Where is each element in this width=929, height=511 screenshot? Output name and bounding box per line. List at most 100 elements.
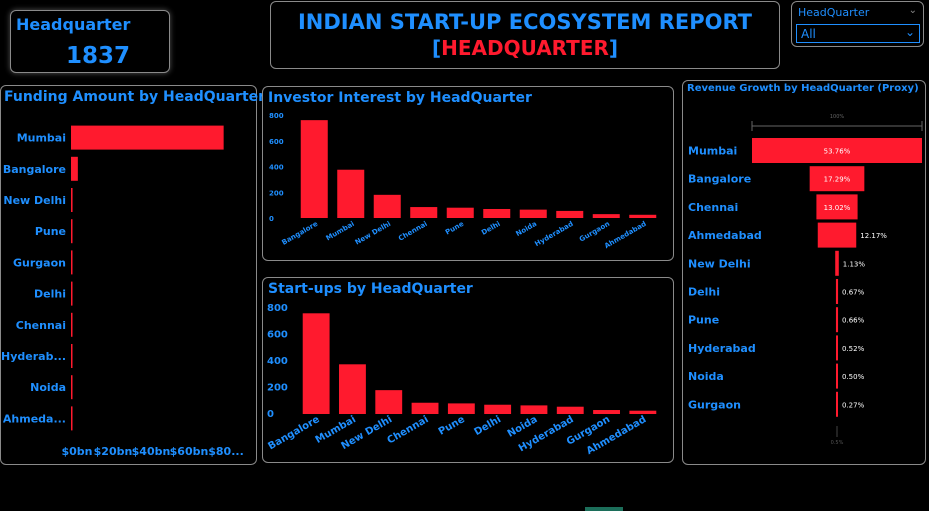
startups-bar[interactable]: [520, 405, 548, 414]
investor-category-label: Chennai: [397, 220, 429, 243]
funding-bar[interactable]: [71, 375, 73, 400]
funnel-data-label: 0.67%: [842, 289, 865, 297]
startups-category-label: Chennai: [386, 414, 431, 446]
report-header: INDIAN START-UP ECOSYSTEM REPORT [HEADQU…: [270, 1, 780, 69]
funding-bar[interactable]: [71, 156, 78, 181]
funding-bar[interactable]: [71, 281, 73, 306]
startups-chart-title: Start-ups by HeadQuarter: [268, 281, 473, 297]
funnel-bar[interactable]: [835, 279, 839, 304]
funnel-category-label: Pune: [688, 314, 719, 327]
startups-y-tick: 600: [267, 330, 288, 341]
funding-chart-panel: Funding Amount by HeadQuarter Mumbai Bang…: [0, 85, 265, 465]
funnel-category-label: Mumbai: [688, 145, 737, 158]
funding-bar[interactable]: [71, 188, 73, 212]
revenue-funnel-chart: 100% Mumbai 53.76% Bangalore 17.29% Chennai 13…: [688, 114, 923, 446]
investor-y-tick: 400: [269, 164, 284, 172]
bottom-bar: [0, 466, 929, 511]
startups-y-tick: 0: [267, 409, 274, 420]
startups-bar[interactable]: [593, 410, 620, 414]
funnel-data-label: 12.17%: [860, 232, 887, 240]
funding-bar[interactable]: [71, 312, 73, 337]
funding-category-label: Bangalore: [3, 163, 66, 176]
kpi-label: Headquarter: [16, 15, 131, 34]
funding-bar[interactable]: [71, 406, 73, 431]
startups-bar[interactable]: [629, 410, 657, 414]
funnel-bar[interactable]: [817, 222, 857, 248]
funnel-data-label: 0.27%: [842, 401, 865, 409]
funding-category-label: Pune: [35, 225, 66, 238]
startups-bar[interactable]: [339, 364, 366, 414]
investor-y-tick: 800: [269, 112, 284, 120]
investor-bar[interactable]: [300, 120, 328, 218]
startups-bar[interactable]: [411, 402, 439, 414]
chevron-down-icon[interactable]: ⌄: [908, 5, 917, 16]
investor-y-tick: 200: [269, 189, 284, 197]
revenue-funnel-panel: Revenue Growth by HeadQuarter (Proxy) 10…: [682, 80, 926, 465]
investor-bar[interactable]: [556, 210, 584, 218]
funnel-category-label: Gurgaon: [688, 398, 741, 411]
funnel-bottom-marker: 0.5%: [831, 440, 844, 446]
kpi-value: 1837: [66, 43, 131, 69]
funnel-category-label: Delhi: [688, 286, 720, 299]
funding-chart-title: Funding Amount by HeadQuarter: [4, 89, 266, 105]
funnel-data-label: 0.50%: [842, 373, 865, 381]
investor-chart-panel: Investor Interest by HeadQuarter 0 200 400…: [262, 86, 674, 261]
startups-bar[interactable]: [447, 403, 475, 414]
funnel-bar[interactable]: [752, 138, 922, 163]
startups-y-tick: 200: [267, 383, 288, 394]
startups-bar[interactable]: [302, 313, 330, 414]
funnel-top-marker: 100%: [830, 114, 845, 120]
startups-chart-panel: Start-ups by HeadQuarter 0 200 400 600 800 Ba…: [262, 277, 674, 463]
startups-bar[interactable]: [375, 390, 403, 414]
funnel-bar[interactable]: [816, 194, 858, 220]
investor-bar[interactable]: [337, 169, 365, 218]
funnel-bar[interactable]: [836, 335, 838, 361]
funnel-bar[interactable]: [836, 391, 838, 417]
funding-x-tick: $40bn: [132, 445, 171, 458]
startups-bar[interactable]: [556, 406, 584, 414]
investor-category-label: Gurgaon: [578, 220, 611, 244]
funding-x-tick: $0bn: [61, 445, 92, 458]
funding-bar[interactable]: [71, 250, 73, 275]
funnel-category-label: Chennai: [688, 201, 738, 214]
investor-bar[interactable]: [483, 208, 511, 218]
funding-bar[interactable]: [71, 125, 224, 150]
startups-category-label: Bangalore: [266, 414, 321, 452]
report-subtitle-text: HEADQUARTER: [441, 36, 609, 60]
investor-category-label: New Delhi: [354, 220, 393, 247]
investor-bar[interactable]: [629, 214, 657, 218]
funnel-data-label: 0.66%: [842, 317, 865, 325]
funnel-bar[interactable]: [809, 166, 865, 192]
funding-bar[interactable]: [71, 219, 73, 244]
investor-bar[interactable]: [446, 207, 474, 218]
funnel-bar[interactable]: [835, 307, 839, 333]
investor-chart-title: Investor Interest by HeadQuarter: [268, 90, 532, 106]
funnel-category-label: Noida: [688, 370, 724, 383]
funding-category-label: Noida: [30, 381, 66, 394]
investor-category-label: Bangalore: [280, 220, 319, 247]
investor-category-label: Noida: [514, 220, 538, 238]
funnel-bar[interactable]: [835, 250, 839, 276]
investor-bar[interactable]: [519, 209, 547, 218]
investor-category-label: Mumbai: [325, 220, 356, 243]
investor-y-tick: 0: [269, 215, 274, 223]
slicer-selected-value: All: [801, 27, 816, 41]
investor-bar[interactable]: [373, 194, 401, 218]
investor-category-label: Delhi: [480, 220, 502, 237]
funding-x-tick: $60bn: [170, 445, 209, 458]
revenue-funnel-title: Revenue Growth by HeadQuarter (Proxy): [687, 83, 919, 94]
startups-y-tick: 400: [267, 356, 288, 367]
investor-bar[interactable]: [592, 214, 620, 218]
funding-x-tick: $80...: [208, 445, 244, 458]
funnel-category-label: Ahmedabad: [688, 229, 762, 242]
funding-bar[interactable]: [71, 344, 73, 368]
funding-category-label: Delhi: [34, 288, 66, 301]
funding-category-label: Chennai: [16, 319, 66, 332]
slicer-dropdown[interactable]: All ⌄: [796, 24, 920, 43]
funnel-bar[interactable]: [836, 363, 838, 389]
startups-bar[interactable]: [484, 404, 512, 414]
funding-category-label: Hyderab...: [1, 350, 66, 363]
chevron-down-icon: ⌄: [904, 25, 915, 39]
investor-bar[interactable]: [410, 207, 438, 218]
funnel-data-label: 17.29%: [824, 176, 851, 184]
